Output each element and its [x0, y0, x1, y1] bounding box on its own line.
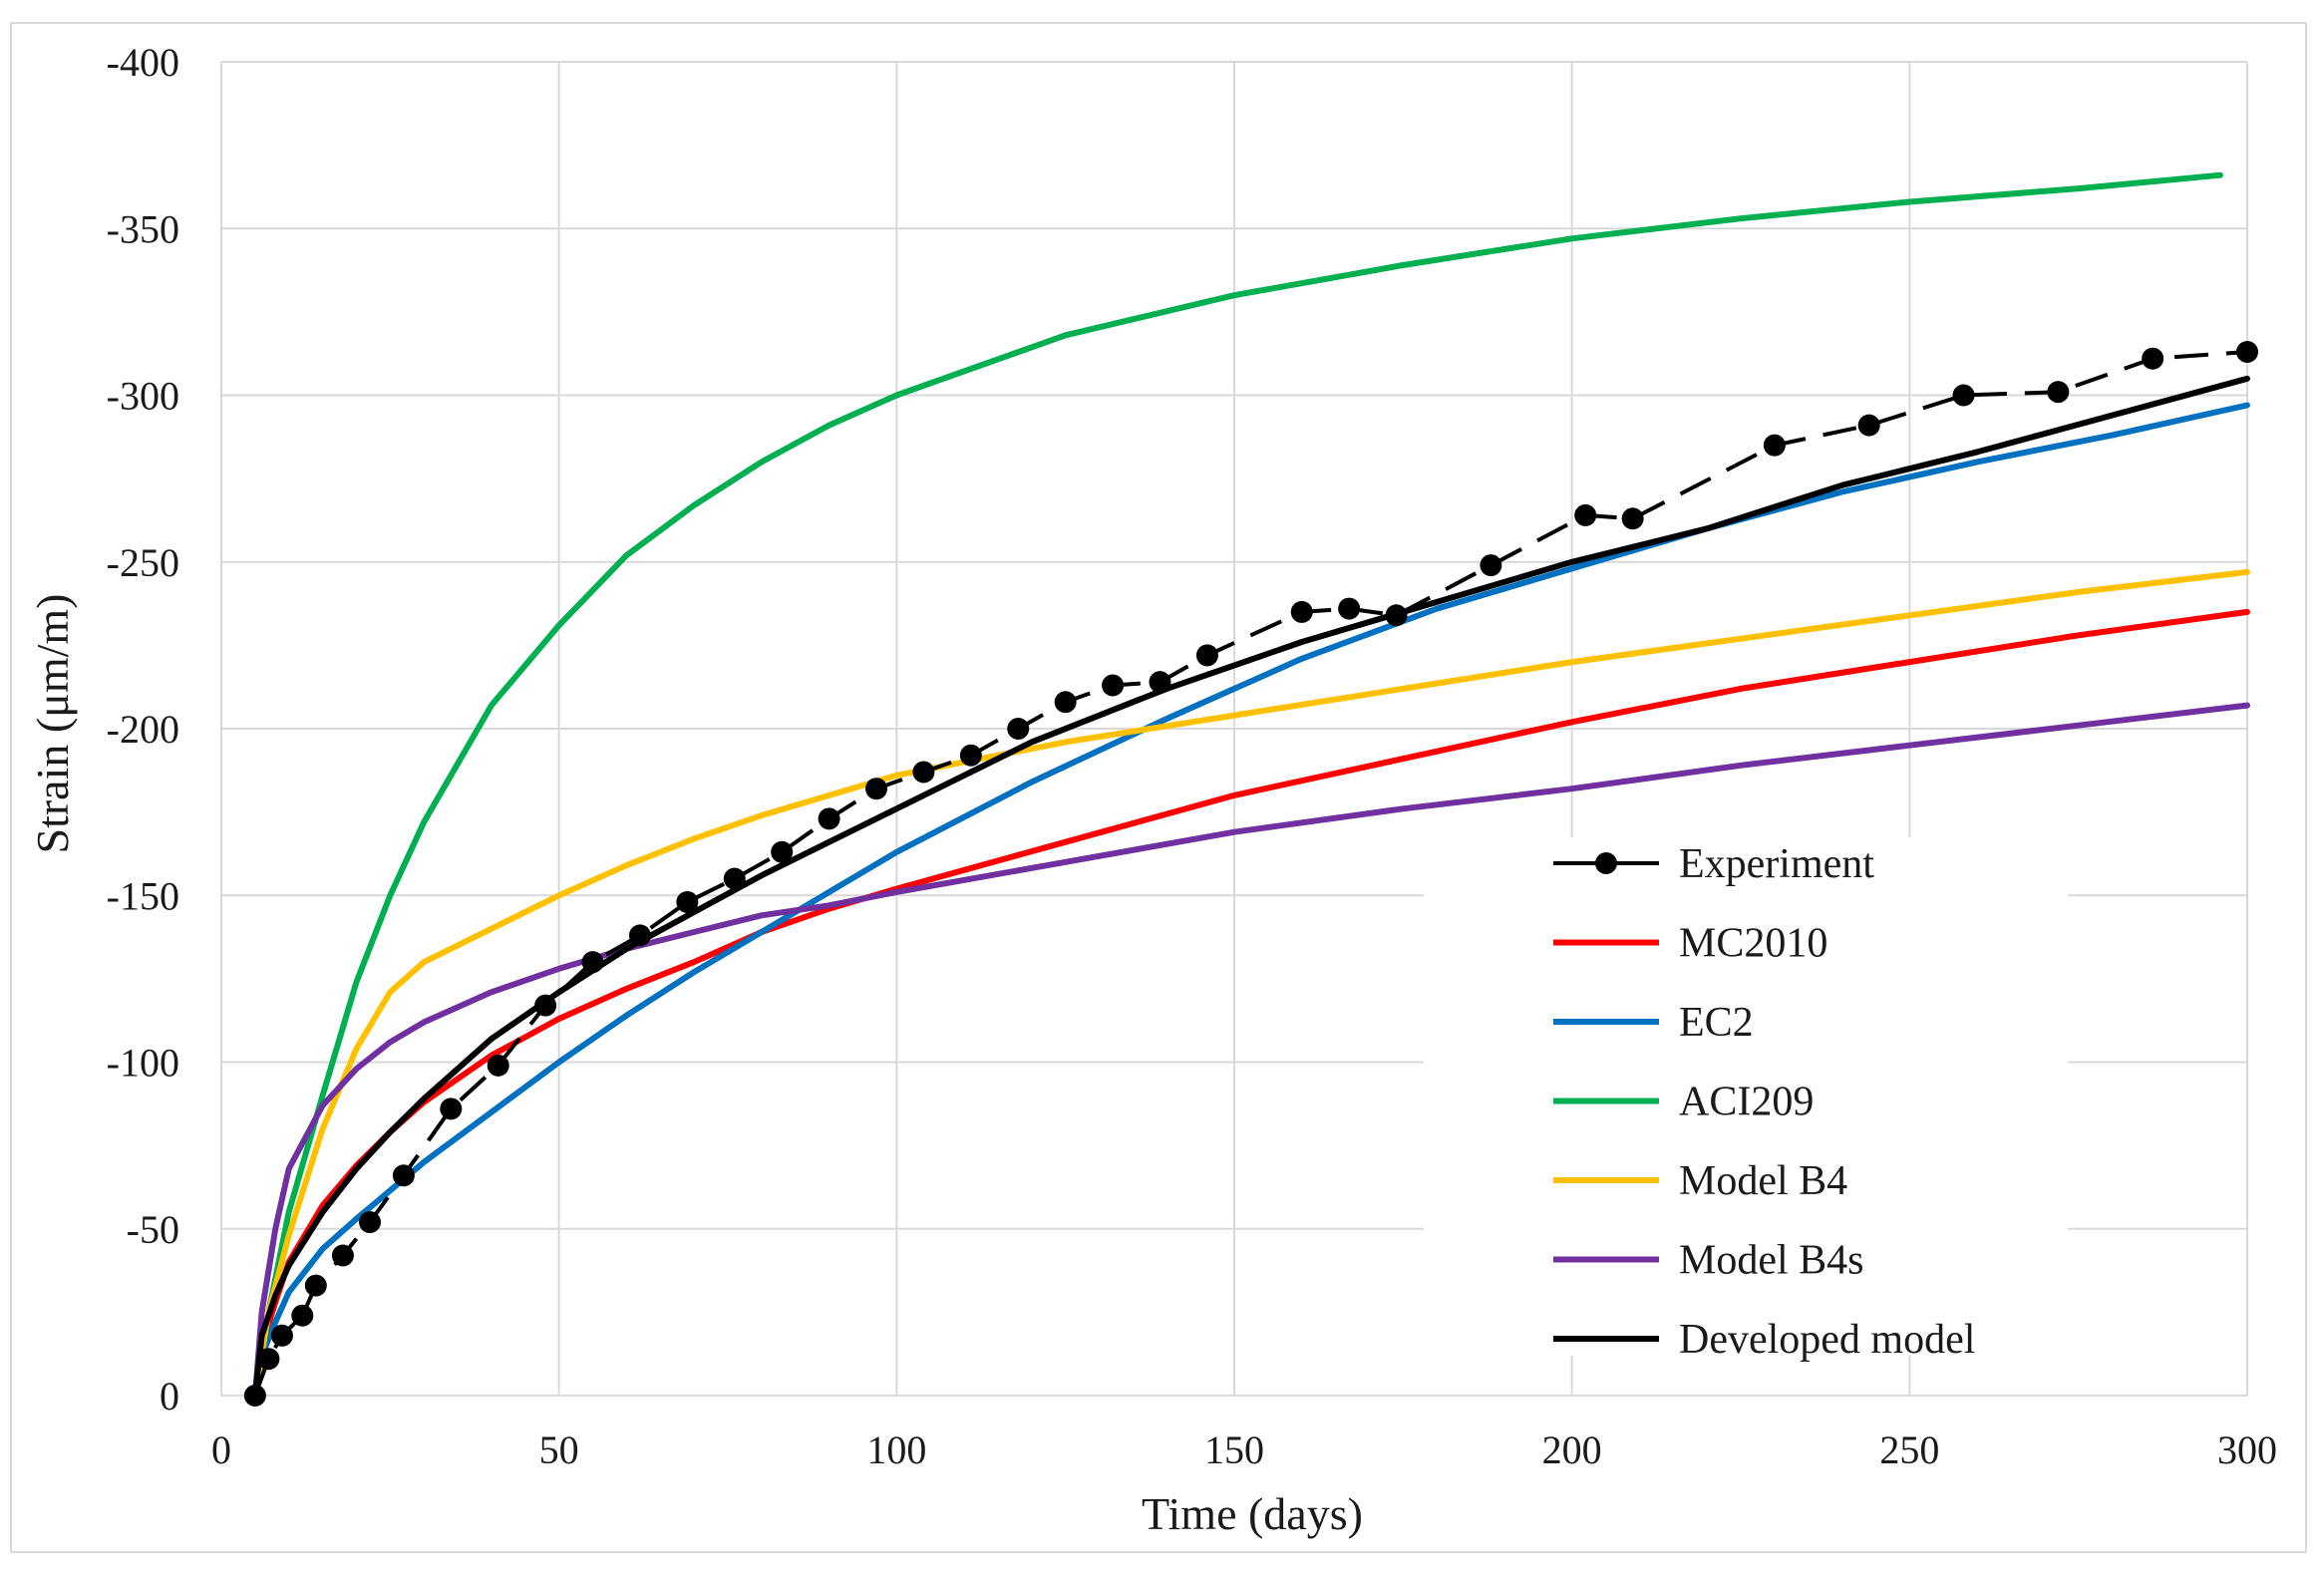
data-point-marker	[487, 1054, 509, 1077]
legend-marker-experiment	[1595, 852, 1617, 874]
data-point-marker	[359, 1211, 382, 1234]
x-tick-label: 0	[211, 1427, 231, 1472]
data-point-marker	[1763, 434, 1786, 457]
legend-label-developed-model: Developed model	[1679, 1317, 1975, 1363]
legend-background	[1424, 837, 2068, 1356]
data-point-marker	[912, 761, 935, 784]
x-tick-label: 300	[2217, 1427, 2277, 1472]
data-point-marker	[2047, 381, 2070, 404]
series-model-b4s	[251, 702, 2250, 1399]
x-tick-label: 50	[539, 1427, 579, 1472]
legend-label-experiment: Experiment	[1679, 841, 1874, 887]
data-point-marker	[1621, 507, 1644, 530]
data-point-marker	[865, 778, 888, 800]
x-tick-label: 250	[1879, 1427, 1939, 1472]
legend-label-model-b4: Model B4	[1679, 1158, 1847, 1204]
y-tick-label: -250	[107, 540, 179, 585]
data-point-marker	[1857, 414, 1880, 437]
data-point-marker	[581, 951, 604, 974]
y-tick-label: -350	[107, 206, 179, 251]
tick-labels: 0 50 100 150 200 250 300 0 -50 -100 -150 -200 -250 -3…	[107, 40, 2277, 1472]
data-point-marker	[1338, 597, 1361, 620]
x-tick-label: 200	[1542, 1427, 1602, 1472]
series-developed-model	[251, 375, 2250, 1399]
data-point-marker	[1574, 503, 1597, 526]
x-tick-label: 150	[1204, 1427, 1264, 1472]
legend-label-ec2: EC2	[1679, 1000, 1754, 1046]
legend: Experiment MC2010 EC2 ACI209 Model B4 Model B…	[1424, 837, 2068, 1363]
data-point-marker	[304, 1274, 327, 1297]
data-point-marker	[440, 1098, 463, 1120]
data-point-marker	[2236, 341, 2258, 364]
data-point-marker	[1290, 600, 1313, 623]
data-point-marker	[392, 1164, 415, 1187]
data-point-marker	[676, 890, 699, 913]
y-tick-label: 0	[160, 1374, 179, 1418]
series-layer	[243, 171, 2258, 1407]
series-line-developed-model	[251, 375, 2250, 1399]
y-tick-label: -400	[107, 40, 179, 85]
y-tick-label: -300	[107, 374, 179, 419]
y-tick-label: -50	[127, 1207, 179, 1252]
data-point-marker	[243, 1385, 266, 1407]
series-experiment	[243, 341, 2258, 1407]
data-point-marker	[959, 744, 982, 767]
data-point-marker	[818, 807, 840, 830]
data-point-marker	[1385, 604, 1408, 627]
x-axis-title: Time (days)	[1142, 1488, 1363, 1539]
data-point-marker	[331, 1244, 354, 1267]
y-tick-label: -150	[107, 873, 179, 918]
data-point-marker	[257, 1348, 280, 1371]
data-point-marker	[1054, 691, 1077, 714]
legend-label-model-b4s: Model B4s	[1679, 1238, 1864, 1284]
data-point-marker	[270, 1324, 293, 1347]
data-point-marker	[771, 840, 794, 863]
x-tick-label: 100	[866, 1427, 926, 1472]
data-point-marker	[1480, 554, 1502, 577]
series-line-aci209	[251, 171, 2223, 1399]
data-point-marker	[1195, 644, 1218, 667]
data-point-marker	[1007, 718, 1030, 740]
data-point-marker	[534, 994, 557, 1017]
data-point-marker	[628, 924, 651, 947]
legend-label-mc2010: MC2010	[1679, 921, 1827, 967]
data-point-marker	[1102, 674, 1125, 697]
data-point-marker	[723, 867, 746, 890]
y-tick-label: -100	[107, 1041, 179, 1086]
data-point-marker	[2142, 347, 2164, 370]
y-tick-label: -200	[107, 707, 179, 752]
series-aci209	[251, 171, 2223, 1399]
data-point-marker	[1952, 384, 1975, 407]
data-point-marker	[1149, 671, 1171, 694]
legend-label-aci209: ACI209	[1679, 1080, 1814, 1125]
data-point-marker	[291, 1304, 314, 1327]
series-line-model-b4s	[251, 702, 2250, 1399]
y-axis-title: Strain (μm/m)	[27, 593, 78, 853]
